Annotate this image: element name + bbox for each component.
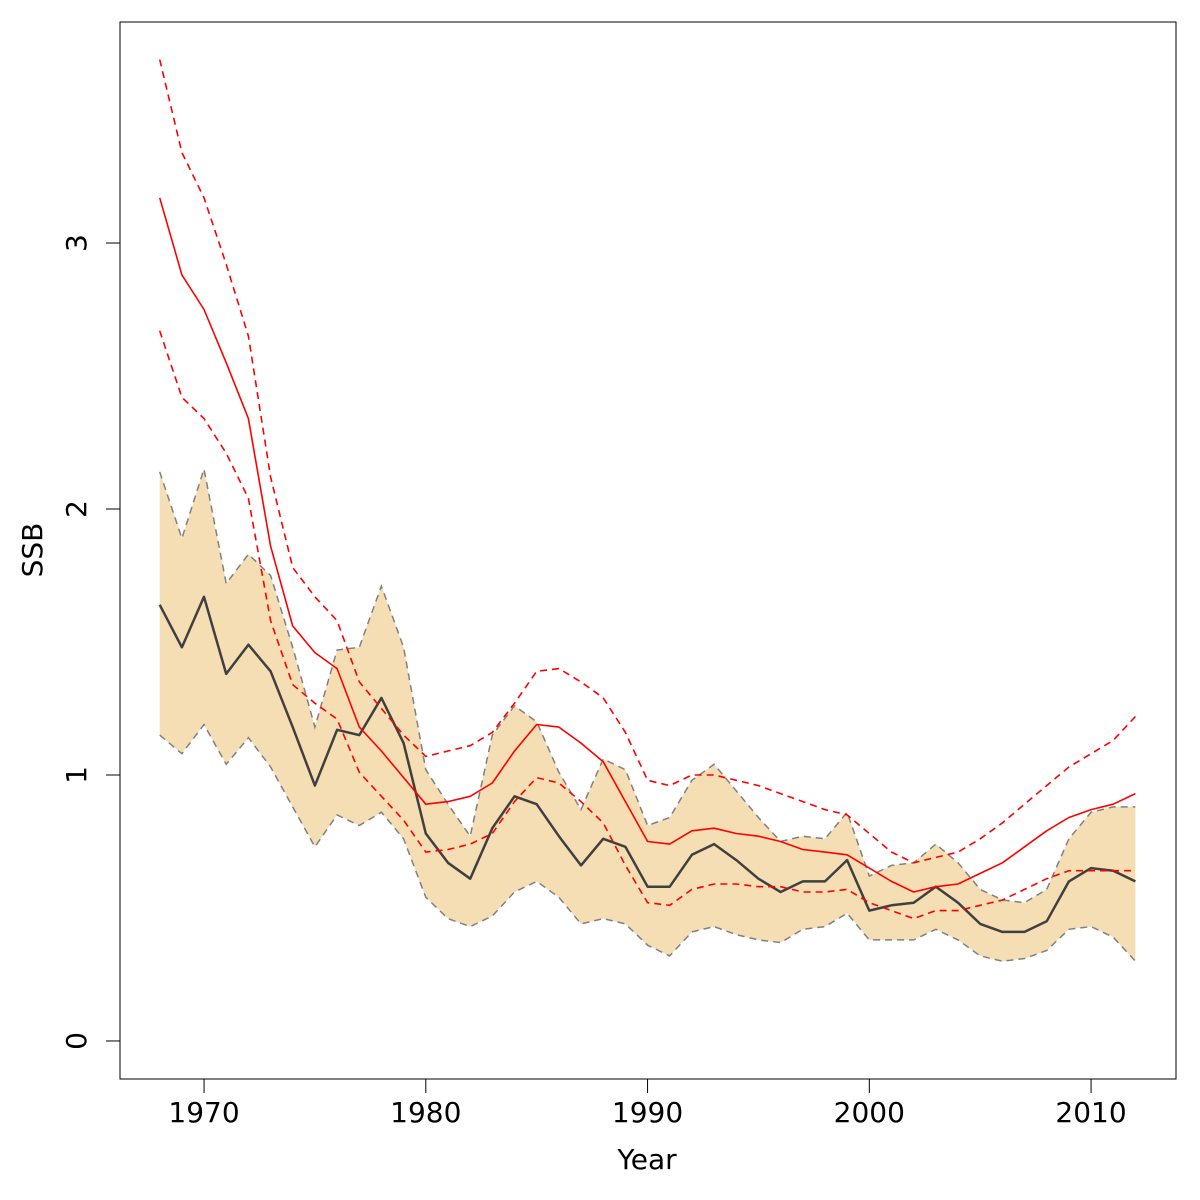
x-tick-label: 2000 <box>834 1096 905 1129</box>
x-axis-label: Year <box>616 1143 677 1176</box>
series-line <box>158 595 1136 934</box>
x-tick-label: 2010 <box>1055 1096 1126 1129</box>
x-tick-label: 1990 <box>612 1096 683 1129</box>
x-tick-label: 1980 <box>390 1096 461 1129</box>
y-tick-label: 2 <box>60 500 93 518</box>
series-line <box>158 330 1136 920</box>
y-axis-label: SSB <box>16 523 49 578</box>
y-tick-label: 1 <box>60 766 93 784</box>
series-line <box>158 197 1136 893</box>
band-edge <box>159 723 1136 962</box>
y-tick-label: 0 <box>60 1032 93 1050</box>
x-tick-label: 1970 <box>168 1096 239 1129</box>
series-line <box>158 59 1136 864</box>
y-tick-label: 3 <box>60 234 93 252</box>
